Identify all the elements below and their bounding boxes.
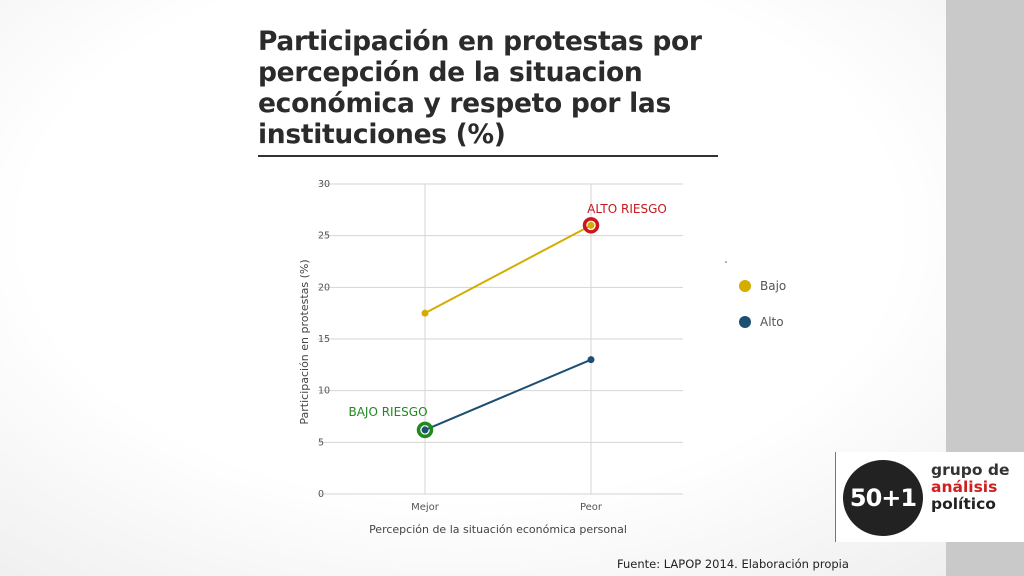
logo-divider xyxy=(835,452,836,542)
logo-mark: 50+1 xyxy=(843,460,923,536)
logo: 50+1 grupo de análisis político xyxy=(835,452,1024,542)
data-point-alto xyxy=(421,426,429,434)
legend-label-alto: Alto xyxy=(760,315,784,329)
y-tick-label: 5 xyxy=(318,437,324,448)
y-tick-label: 15 xyxy=(318,334,330,345)
annotation-ring xyxy=(582,217,600,234)
y-axis-label: Participación en protestas (%) xyxy=(298,259,311,424)
slide-title: Participación en protestas por percepció… xyxy=(258,26,702,150)
legend-dot-marker xyxy=(725,261,727,263)
annotation-label: BAJO RIESGO xyxy=(348,405,427,419)
logo-line-1: grupo de xyxy=(931,461,1010,479)
logo-line-2: análisis xyxy=(931,478,998,496)
legend-swatch-alto xyxy=(739,316,751,328)
series-line-alto xyxy=(424,358,592,431)
data-point-bajo xyxy=(587,221,595,229)
annotation-label: ALTO RIESGO xyxy=(587,202,667,216)
data-point-alto xyxy=(587,356,595,364)
legend-label-bajo: Bajo xyxy=(760,279,786,293)
logo-text: grupo de análisis político xyxy=(931,462,1023,513)
logo-line-3: político xyxy=(931,495,996,513)
legend-swatch-bajo xyxy=(739,280,751,292)
y-tick-label: 20 xyxy=(318,282,330,293)
data-point-bajo xyxy=(421,309,429,317)
annotation-ring xyxy=(416,421,434,439)
source-note: Fuente: LAPOP 2014. Elaboración propia xyxy=(617,557,849,571)
y-tick-label: 10 xyxy=(318,386,330,397)
y-tick-label: 30 xyxy=(318,179,330,190)
x-tick-label: Mejor xyxy=(411,502,440,513)
y-tick-label: 0 xyxy=(318,489,324,500)
x-tick-label: Peor xyxy=(580,502,603,513)
x-axis-label: Percepción de la situación económica per… xyxy=(369,523,627,536)
series-line-bajo xyxy=(424,224,592,315)
y-tick-label: 25 xyxy=(318,231,330,242)
title-underline xyxy=(258,155,718,157)
